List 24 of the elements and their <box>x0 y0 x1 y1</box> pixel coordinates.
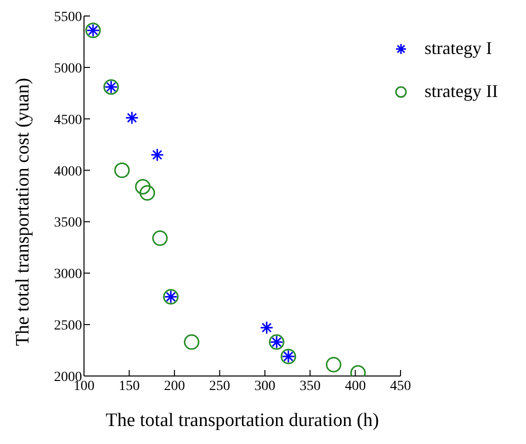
y-tick-label: 5500 <box>54 10 82 25</box>
x-tick-label: 150 <box>118 378 140 394</box>
y-axis-title: The total transportation cost (yuan) <box>12 78 34 346</box>
x-tick-label: 350 <box>300 378 321 394</box>
point <box>184 334 200 350</box>
y-tick-label: 3500 <box>54 216 82 231</box>
x-tick-label: 400 <box>344 378 366 394</box>
y-tick-label: 4000 <box>54 164 82 180</box>
legend-label: strategy II <box>424 81 498 102</box>
y-tick-label: 5000 <box>54 61 82 76</box>
x-axis-title: The total transportation duration (h) <box>106 410 379 431</box>
legend-label: strategy I <box>424 38 492 59</box>
y-tick-label: 2500 <box>54 318 82 334</box>
point <box>152 230 168 246</box>
x-tick-label: 300 <box>254 378 276 394</box>
point <box>326 356 342 372</box>
point <box>114 162 130 178</box>
x-tick-label: 200 <box>164 378 185 394</box>
point <box>140 185 156 201</box>
x-tick-label: 450 <box>390 378 412 394</box>
y-tick-label: 3000 <box>54 267 82 282</box>
y-tick-label: 4500 <box>54 112 82 128</box>
point <box>135 178 151 194</box>
x-tick-label: 250 <box>209 378 230 394</box>
